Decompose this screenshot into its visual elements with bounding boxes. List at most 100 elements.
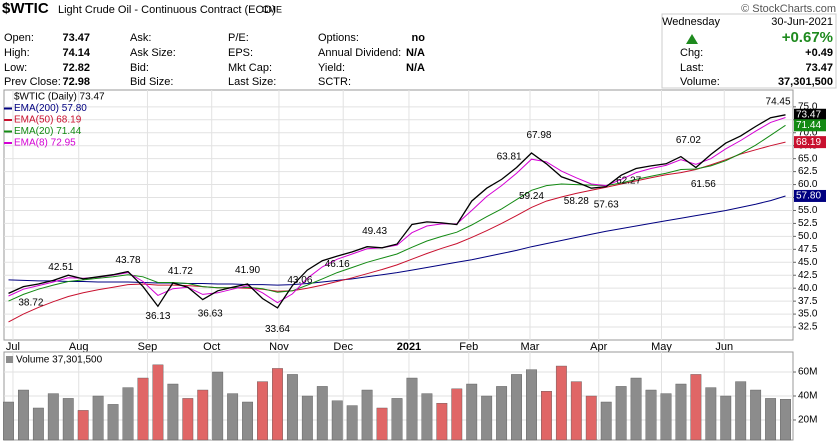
last-value-box: [794, 189, 826, 202]
volume-bar: [585, 395, 597, 441]
quote-value: +0.49: [805, 47, 833, 59]
x-tick-label: Feb: [459, 341, 478, 353]
volume-bar: [182, 398, 194, 441]
x-tick-label: Mar: [521, 341, 540, 353]
last-value-box: [794, 136, 826, 149]
last-value-label: 57.80: [796, 191, 821, 202]
volume-bar: [600, 401, 612, 441]
volume-bar: [421, 393, 433, 441]
field-label: Ask:: [130, 32, 151, 44]
legend-label: EMA(200) 57.80: [14, 103, 87, 114]
price-annotation: 62.27: [616, 175, 641, 186]
volume-bar: [765, 398, 777, 441]
volume-bar: [705, 387, 717, 441]
field-label: Bid:: [130, 62, 149, 74]
x-tick-label: Jun: [715, 341, 733, 353]
volume-bar: [541, 391, 552, 441]
y-tick-label: 50.0: [798, 231, 818, 242]
y-tick-label: 52.5: [798, 218, 818, 229]
y-tick-label: 70.0: [798, 127, 818, 138]
volume-bar: [645, 389, 657, 441]
date: 30-Jun-2021: [771, 16, 833, 28]
price-annotation: 58.28: [564, 196, 589, 207]
volume-bar: [17, 389, 29, 441]
volume-bar: [152, 364, 164, 441]
field-label: High:: [4, 47, 30, 59]
volume-bar: [272, 368, 283, 441]
field-label: Prev Close:: [4, 76, 61, 88]
volume-bar: [451, 388, 463, 441]
x-tick-label: 2021: [397, 341, 421, 353]
price-annotation: 49.43: [362, 226, 387, 237]
x-tick-label: Jul: [6, 341, 20, 353]
x-tick-label: Sep: [138, 341, 158, 353]
volume-bar: [376, 407, 388, 441]
quote-value: 37,301,500: [778, 76, 833, 88]
y-tick-label: 32.5: [798, 322, 818, 333]
price-annotation: 74.45: [766, 96, 791, 107]
field-value: N/A: [406, 62, 425, 74]
volume-bar: [137, 377, 149, 441]
y-tick-label: 42.5: [798, 270, 818, 281]
volume-bar: [690, 374, 702, 441]
field-value: no: [412, 32, 426, 44]
x-tick-label: Nov: [269, 341, 289, 353]
y-tick-label: 65.0: [798, 153, 818, 164]
volume-bar: [436, 402, 448, 441]
price-annotation: 36.13: [145, 311, 170, 322]
series-line: [8, 117, 786, 304]
volume-bar: [47, 393, 59, 441]
volume-bar: [331, 400, 343, 441]
y-tick-label: 20M: [798, 415, 817, 426]
y-tick-label: 40M: [798, 391, 817, 402]
volume-bar: [526, 369, 537, 441]
price-annotation: 42.51: [48, 262, 73, 273]
price-annotation: 43.06: [287, 275, 312, 286]
volume-bar: [122, 387, 134, 441]
volume-bar: [346, 405, 358, 441]
last-value-label: 68.19: [796, 137, 821, 148]
volume-bar: [62, 398, 74, 441]
volume-bar: [735, 381, 747, 441]
legend-label: Volume 37,301,500: [16, 355, 103, 366]
field-value: 72.82: [62, 62, 90, 74]
x-tick-label: Aug: [69, 341, 89, 353]
volume-bar: [197, 389, 209, 441]
panel: [3, 89, 794, 341]
volume-bar: [301, 395, 313, 441]
quote-label: Last:: [680, 62, 704, 74]
field-label: Yield:: [318, 62, 345, 74]
legend-swatch: [6, 356, 13, 363]
volume-bar: [227, 393, 239, 441]
field-value: 72.98: [62, 76, 90, 88]
price-annotation: 41.72: [168, 266, 193, 277]
quote-label: Volume:: [680, 76, 720, 88]
price-annotation: 67.98: [526, 130, 551, 141]
series-line: [8, 114, 786, 309]
y-tick-label: 47.5: [798, 244, 818, 255]
y-tick-label: 60M: [798, 367, 817, 378]
last-value-label: 73.47: [796, 109, 821, 120]
volume-bar: [555, 365, 567, 441]
volume-bar: [780, 399, 791, 441]
exchange: CME: [262, 4, 282, 14]
volume-bar: [511, 374, 522, 441]
legend-label: EMA(50) 68.19: [14, 115, 82, 126]
y-tick-label: 62.5: [798, 166, 818, 177]
price-annotation: 43.78: [116, 255, 141, 266]
price-annotation: 67.02: [676, 135, 701, 146]
price-annotation: 33.64: [265, 324, 290, 335]
series-line: [8, 124, 786, 302]
volume-bar: [361, 389, 373, 441]
volume-bar: [466, 383, 478, 441]
legend-label: $WTIC (Daily) 73.47: [14, 92, 105, 103]
quote-label: Chg:: [680, 47, 703, 59]
up-arrow: [686, 34, 698, 44]
copyright: © StockCharts.com: [741, 3, 836, 15]
volume-bar: [167, 383, 179, 441]
x-tick-label: Oct: [203, 341, 220, 353]
quote-box: [661, 13, 837, 89]
instrument-name: Light Crude Oil - Continuous Contract (E…: [58, 4, 276, 16]
volume-bar: [77, 410, 89, 441]
